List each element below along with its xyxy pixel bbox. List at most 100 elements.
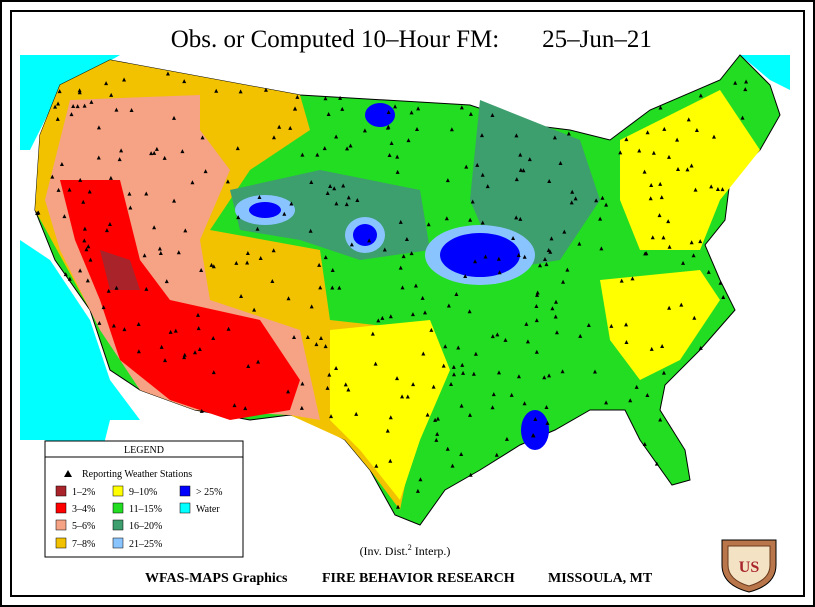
station [554,299,559,304]
station [446,303,451,308]
station [518,216,523,221]
station [558,161,563,166]
station [459,403,464,408]
station [211,370,216,375]
station [592,369,597,374]
station [78,177,83,182]
station [88,257,93,262]
station [82,103,87,108]
station [464,164,469,169]
station [295,94,300,99]
station [400,285,405,290]
station [679,302,684,307]
station [685,167,690,172]
station [329,414,334,419]
station [698,93,703,98]
station [565,267,570,272]
station [650,235,655,240]
station [85,278,90,283]
station [511,235,516,240]
station [196,326,201,331]
station [101,305,106,310]
station [410,312,415,317]
station [609,323,614,328]
station [460,362,465,367]
station [473,259,478,264]
station [744,79,749,84]
station [345,146,350,151]
station [573,196,578,201]
date: 25–Jun–21 [542,26,652,53]
station [480,220,485,225]
station [451,364,456,369]
station [560,369,565,374]
station [658,417,663,422]
station [645,393,650,398]
station [721,294,726,299]
station [534,304,539,309]
legend-title: LEGEND [124,445,164,456]
station [418,477,423,482]
station [569,200,574,205]
station [454,291,459,296]
station [349,242,354,247]
station [56,101,61,106]
station [180,149,185,154]
station [545,420,550,425]
station [122,327,127,332]
station [387,152,392,157]
station [485,184,490,189]
station [292,334,297,339]
station [300,381,305,386]
station [562,229,567,234]
station [715,187,720,192]
station [236,215,241,220]
station [441,363,446,368]
station [395,169,400,174]
station [450,463,455,468]
station [393,104,398,109]
station [527,157,532,162]
station [172,198,177,203]
inner-frame [10,10,805,597]
station [75,104,80,109]
station [433,417,438,422]
station [293,106,298,111]
legend-swatch [112,537,124,549]
title: Obs. or Computed 10–Hour FM: [171,26,499,53]
station [211,336,216,341]
station [456,345,461,350]
station [157,246,162,251]
station [698,345,703,350]
station [334,366,339,371]
station [226,326,231,331]
station [129,108,134,113]
legend-swatch [179,502,191,514]
station [435,416,440,421]
station [309,304,314,309]
station [89,99,94,104]
station [258,255,263,260]
station [300,152,305,157]
station [386,110,391,115]
station [388,314,393,319]
station [637,148,642,153]
station [348,143,353,148]
station [172,115,177,120]
station [395,154,400,159]
station [182,355,187,360]
station [459,451,464,456]
station [516,253,521,258]
station [420,295,425,300]
station [183,228,188,233]
legend-swatch [112,502,124,514]
station [451,372,456,377]
station [630,276,635,281]
station [689,240,694,245]
station [549,236,554,241]
station [547,373,552,378]
station [546,247,551,252]
station [271,135,276,140]
station [323,96,328,101]
